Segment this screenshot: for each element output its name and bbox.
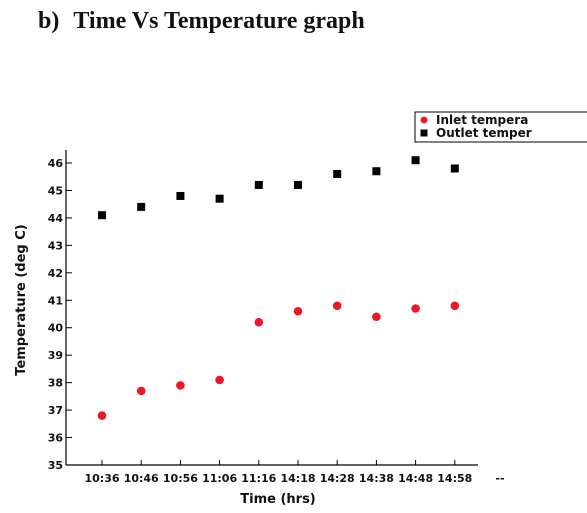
y-tick-label: 40 (48, 322, 64, 335)
outlet-temperature-point (254, 180, 263, 189)
legend-label: Inlet tempera (436, 113, 528, 127)
heading-label: b) (38, 8, 60, 34)
x-tick-label: 10:56 (163, 472, 198, 485)
heading-text: Time Vs Temperature graph (73, 8, 365, 34)
x-tick-label: 10:36 (84, 472, 119, 485)
x-tick-label: -- (495, 472, 504, 485)
y-tick-label: 44 (48, 212, 64, 225)
x-tick-label: 14:48 (398, 472, 433, 485)
outlet-temperature-point (450, 164, 459, 173)
y-tick-label: 39 (48, 349, 63, 362)
outlet-temperature-point (176, 191, 185, 200)
inlet-temperature-point (176, 381, 185, 390)
inlet-temperature-point (411, 304, 420, 313)
y-tick-label: 41 (48, 294, 63, 307)
outlet-temperature-point (333, 169, 342, 178)
y-tick-label: 46 (48, 157, 64, 170)
outlet-temperature-point (215, 194, 224, 203)
y-tick-label: 43 (48, 239, 63, 252)
y-tick-label: 38 (48, 377, 63, 390)
y-tick-label: 45 (48, 184, 63, 197)
outlet-temperature-point (372, 167, 381, 176)
legend-label: Outlet temper (436, 126, 532, 140)
inlet-temperature-point (254, 317, 264, 327)
inlet-temperature-point (97, 411, 107, 420)
outlet-temperature-point (411, 156, 420, 165)
x-tick-label: 11:06 (202, 472, 237, 485)
chart-axes: 35 36 37 38 39 40 41 42 43 44 45 46 10:36 10:46 10:56 1… (48, 150, 505, 485)
y-tick-label: 42 (48, 267, 63, 280)
x-tick-label: 14:28 (320, 472, 355, 485)
x-tick-label: 14:18 (280, 472, 315, 485)
legend-inlet-marker (420, 116, 428, 124)
legend-outlet-marker (420, 129, 428, 137)
chart-marks (97, 156, 460, 420)
outlet-temperature-point (137, 202, 146, 211)
inlet-temperature-point (293, 306, 303, 316)
inlet-temperature-point (215, 375, 224, 385)
inlet-temperature-point (136, 386, 146, 396)
inlet-temperature-point (450, 301, 460, 311)
y-tick-label: 35 (48, 459, 63, 472)
inlet-temperature-point (372, 312, 381, 322)
legend-box (414, 111, 587, 143)
chart-heading: b) Time Vs Temperature graph (38, 8, 365, 35)
x-tick-label: 10:46 (124, 472, 159, 485)
x-tick-label: 14:58 (437, 472, 472, 485)
outlet-temperature-point (294, 180, 302, 189)
x-tick-label: 14:38 (359, 472, 394, 485)
inlet-temperature-point (332, 301, 342, 311)
x-tick-label: 11:16 (241, 472, 276, 485)
outlet-temperature-point (98, 211, 106, 220)
y-tick-label: 36 (48, 432, 64, 445)
x-axis-title: Time (hrs) (240, 492, 316, 507)
y-tick-label: 37 (48, 404, 63, 417)
y-axis-title: Temperature (deg C) (14, 224, 29, 375)
